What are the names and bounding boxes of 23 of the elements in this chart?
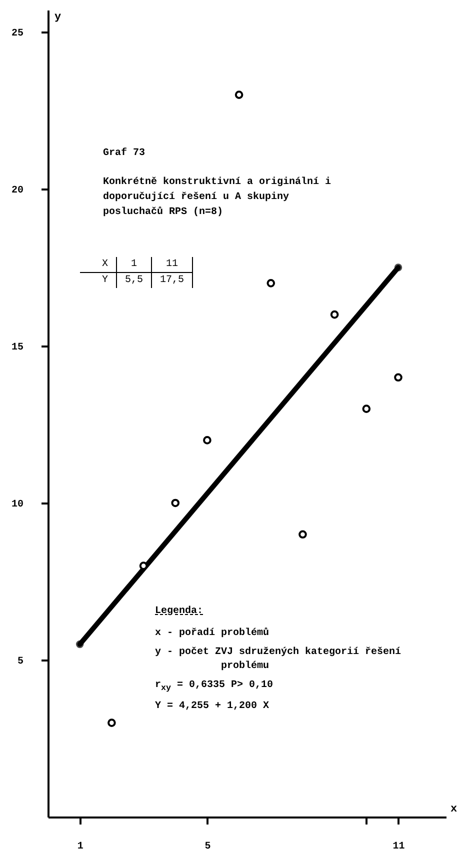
y-axis-title: y xyxy=(54,12,62,24)
annotation: 17,5 xyxy=(152,272,193,288)
annotation: x - pořadí problémů xyxy=(155,627,270,641)
annotation: Y xyxy=(80,272,117,288)
y-tick-label: 20 xyxy=(11,185,24,196)
annotation: 1 xyxy=(116,257,152,272)
text: Konkrétně konstruktivní a originální i doporučující řešení u A skupiny posluchačů RPS (n=8) xyxy=(103,176,332,220)
text: Graf 73 xyxy=(103,148,146,159)
annotation: Y = 4,255 + 1,200 X xyxy=(155,700,270,714)
x-tick-label: 11 xyxy=(392,842,405,851)
x-tick-label: 1 xyxy=(77,842,84,851)
annotation: y - počet ZVJ sdružených kategorií řešení problému xyxy=(155,646,402,674)
annotation: 5,5 xyxy=(116,272,152,288)
annotation: X xyxy=(80,257,117,272)
x-tick-label: 5 xyxy=(204,842,211,851)
annotation: r$_{xy}$ = 0,6335 P> 0,10 xyxy=(155,679,274,695)
y-tick-label: 15 xyxy=(11,342,24,354)
y-tick-label: 5 xyxy=(17,656,24,668)
y-tick-label: 25 xyxy=(11,28,24,40)
annotation: 11 xyxy=(152,257,193,272)
x-axis-title: x xyxy=(450,804,458,816)
annotation: Legenda: xyxy=(155,605,204,619)
y-tick-label: 10 xyxy=(11,499,24,510)
